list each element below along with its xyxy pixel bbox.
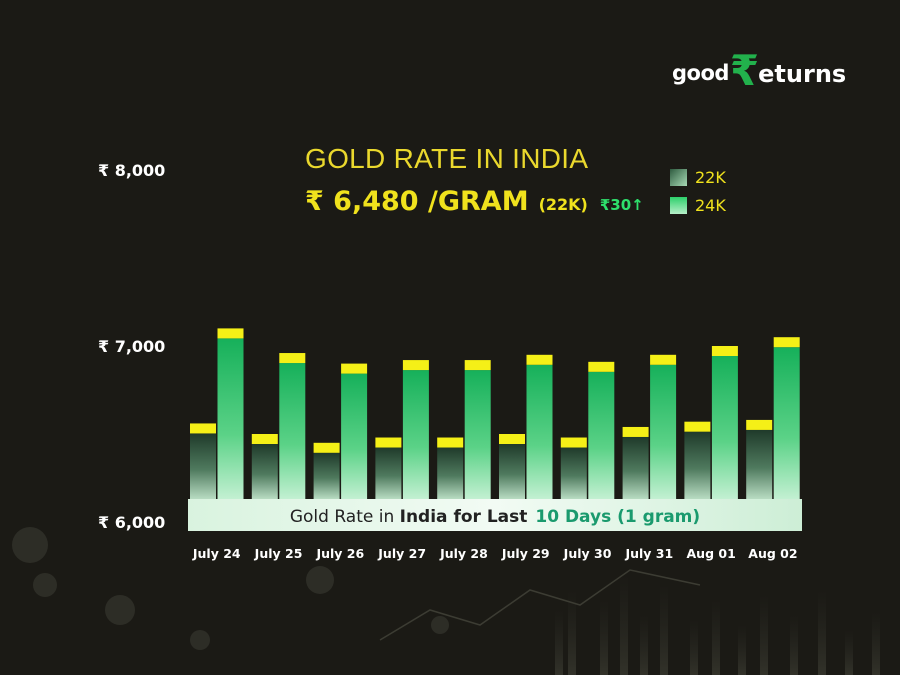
logo-text-eturns: eturns xyxy=(758,60,847,88)
bar-22k xyxy=(190,433,216,499)
bar-24k-cap xyxy=(402,360,429,371)
legend-swatch-22k xyxy=(670,168,687,186)
legend-swatch-24k xyxy=(670,196,687,214)
y-tick-label: ₹ 6,000 xyxy=(98,513,165,532)
legend-label-24k: 24K xyxy=(695,195,726,215)
bar-22k xyxy=(313,452,340,499)
bar-22k-cap xyxy=(684,421,711,432)
price-value: ₹ 6,480 /GRAM xyxy=(305,186,529,217)
x-tick-label: July 27 xyxy=(377,546,426,561)
logo-text-good: good xyxy=(672,61,729,85)
bar-24k-cap xyxy=(526,354,553,365)
bar-24k xyxy=(711,356,738,499)
price-line: ₹ 6,480 /GRAM (22K) ₹30↑ xyxy=(305,186,644,217)
legend-item-24k: 24K xyxy=(670,194,726,216)
banner-text-2: India for Last xyxy=(400,507,528,527)
logo-rupee-icon: ₹ xyxy=(729,46,760,95)
bar-24k-cap xyxy=(217,328,244,339)
bar-24k xyxy=(588,371,615,499)
bar-22k-cap xyxy=(437,437,464,448)
bar-24k xyxy=(526,364,553,499)
bar-24k-cap xyxy=(773,337,800,348)
banner-text-1: Gold Rate in xyxy=(290,507,400,527)
bar-24k xyxy=(464,370,491,499)
bar-22k xyxy=(684,431,711,499)
bar-22k-cap xyxy=(190,423,216,434)
bar-22k-cap xyxy=(251,434,278,444)
bar-22k xyxy=(251,444,278,499)
bar-22k-cap xyxy=(313,442,340,453)
bar-22k xyxy=(746,429,773,499)
bar-24k-cap xyxy=(650,354,677,365)
chart-title: GOLD RATE IN INDIA xyxy=(305,143,589,174)
goodreturns-logo: good ₹ eturns xyxy=(672,46,847,95)
x-tick-label: July 28 xyxy=(439,546,488,561)
bar-24k xyxy=(217,338,244,499)
x-tick-label: July 24 xyxy=(192,546,241,561)
x-tick-label: July 25 xyxy=(254,546,303,561)
bar-24k xyxy=(341,373,368,499)
chart-legend: 22K 24K xyxy=(670,166,726,222)
y-tick-label: ₹ 7,000 xyxy=(98,337,165,356)
price-unit: (22K) xyxy=(538,195,588,214)
bar-24k xyxy=(650,364,677,499)
bar-24k xyxy=(773,347,800,499)
bar-24k xyxy=(279,363,306,499)
bar-22k-cap xyxy=(622,426,649,437)
bar-22k-cap xyxy=(746,419,773,430)
bar-22k-cap xyxy=(375,437,402,448)
y-tick-label: ₹ 8,000 xyxy=(98,161,165,180)
bar-22k xyxy=(437,447,464,499)
price-change: ₹30↑ xyxy=(599,196,644,214)
legend-label-22k: 22K xyxy=(695,167,726,187)
bar-22k xyxy=(560,447,587,499)
bar-22k xyxy=(375,447,402,499)
x-tick-label: Aug 02 xyxy=(748,546,797,561)
x-tick-label: July 30 xyxy=(563,546,612,561)
legend-item-22k: 22K xyxy=(670,166,726,188)
bar-22k-cap xyxy=(499,434,525,444)
bar-22k xyxy=(622,436,649,499)
bar-24k-cap xyxy=(341,363,368,374)
bar-24k-cap xyxy=(588,361,615,372)
bar-22k xyxy=(499,444,525,499)
chart-banner: Gold Rate in India for Last 10 Days (1 gr… xyxy=(188,499,802,531)
x-tick-label: July 29 xyxy=(501,546,550,561)
x-tick-label: July 26 xyxy=(315,546,364,561)
banner-text-3: 10 Days (1 gram) xyxy=(535,507,700,527)
x-tick-label: July 31 xyxy=(624,546,673,561)
bar-24k-cap xyxy=(464,360,491,371)
banner-background xyxy=(188,499,802,531)
bar-24k xyxy=(402,370,429,499)
x-tick-label: Aug 01 xyxy=(687,546,736,561)
bar-24k-cap xyxy=(711,346,738,356)
bar-22k-cap xyxy=(560,437,587,448)
bar-24k-cap xyxy=(279,353,306,364)
